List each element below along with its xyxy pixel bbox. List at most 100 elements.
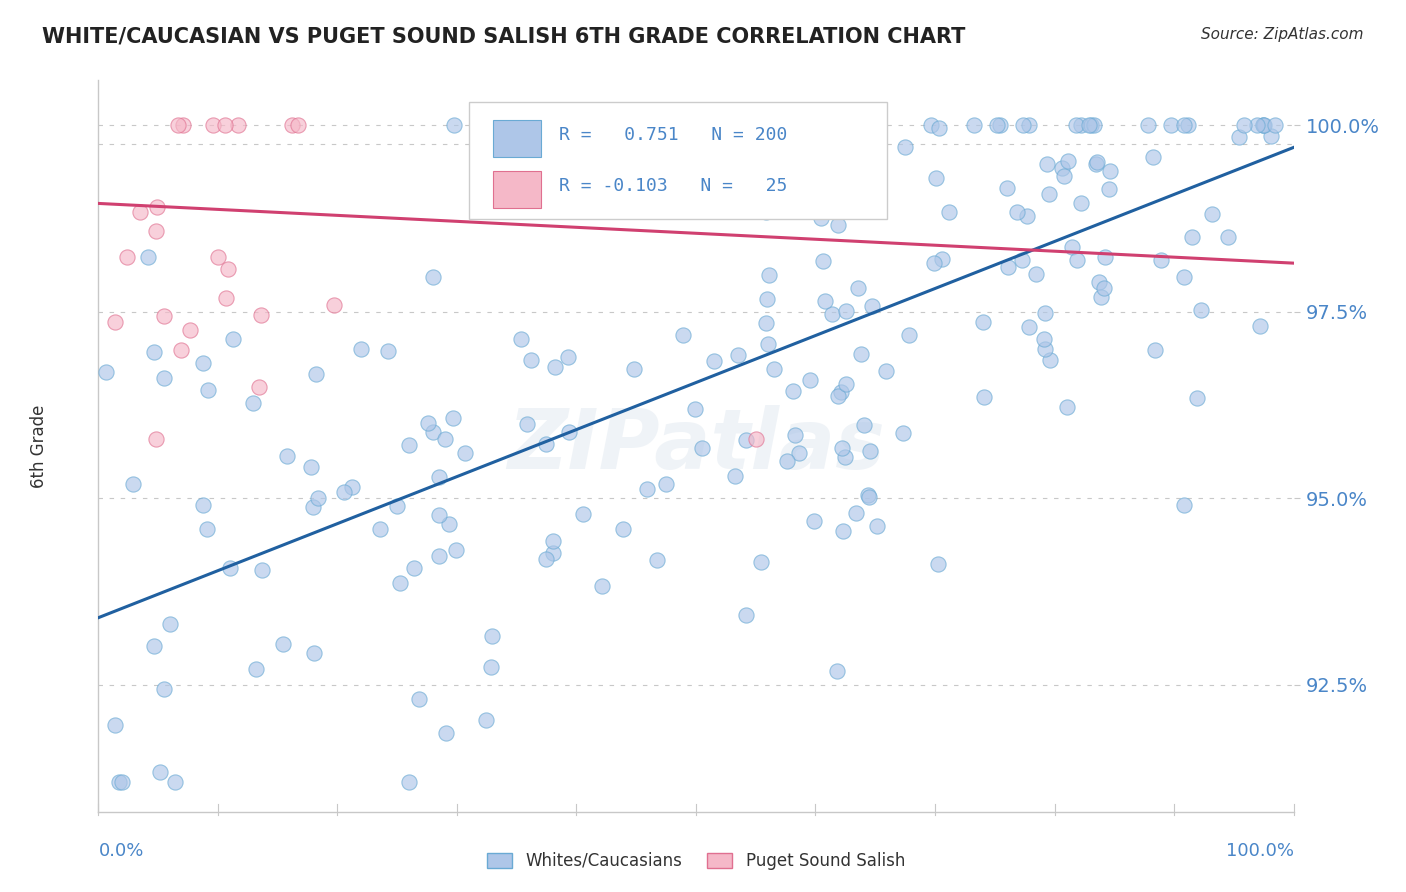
Point bbox=[557, 425, 579, 440]
Point bbox=[827, 218, 849, 232]
Point bbox=[776, 454, 799, 468]
Point bbox=[972, 315, 994, 329]
Point bbox=[422, 425, 444, 439]
Point bbox=[276, 450, 298, 464]
Point bbox=[1092, 281, 1115, 295]
Point bbox=[785, 427, 807, 442]
Point bbox=[1098, 182, 1121, 196]
Point bbox=[724, 469, 747, 483]
Point bbox=[938, 205, 960, 219]
Bar bbox=[494, 171, 541, 209]
Point bbox=[848, 118, 870, 132]
Point bbox=[1160, 118, 1182, 132]
Point bbox=[986, 118, 1008, 132]
Point bbox=[474, 713, 496, 727]
Point bbox=[647, 133, 669, 147]
Point bbox=[621, 138, 644, 153]
Point bbox=[152, 682, 174, 697]
Point bbox=[117, 250, 139, 264]
Point bbox=[104, 718, 127, 732]
Point bbox=[1090, 290, 1112, 304]
Point bbox=[1070, 195, 1092, 210]
Point bbox=[1018, 118, 1040, 132]
Point bbox=[830, 384, 852, 399]
Point bbox=[827, 665, 849, 679]
Text: 100.0%: 100.0% bbox=[1226, 841, 1294, 860]
Point bbox=[787, 446, 810, 460]
Point bbox=[222, 332, 245, 346]
Point bbox=[541, 546, 564, 560]
Point bbox=[534, 552, 557, 566]
Point bbox=[1142, 150, 1164, 164]
Point bbox=[1094, 250, 1116, 264]
Text: R =   0.751   N = 200: R = 0.751 N = 200 bbox=[558, 126, 787, 145]
Point bbox=[1181, 230, 1204, 244]
Point bbox=[860, 299, 883, 313]
Point bbox=[845, 506, 868, 520]
Point bbox=[727, 348, 749, 362]
Point bbox=[834, 450, 856, 464]
Point bbox=[1233, 118, 1256, 132]
Point bbox=[302, 500, 325, 515]
Text: 0.0%: 0.0% bbox=[98, 841, 143, 860]
Point bbox=[247, 380, 270, 394]
Point bbox=[1177, 118, 1199, 132]
Point bbox=[201, 118, 224, 132]
Point bbox=[894, 139, 917, 153]
Point bbox=[1099, 163, 1122, 178]
Point bbox=[1083, 118, 1105, 132]
Point bbox=[516, 417, 538, 431]
Point bbox=[749, 555, 772, 569]
Legend: Whites/Caucasians, Puget Sound Salish: Whites/Caucasians, Puget Sound Salish bbox=[481, 846, 911, 877]
Point bbox=[963, 118, 986, 132]
Point bbox=[1053, 169, 1076, 183]
Point bbox=[928, 121, 950, 136]
Point bbox=[388, 576, 411, 591]
Point bbox=[408, 692, 430, 706]
Point bbox=[111, 775, 134, 789]
Point bbox=[756, 292, 779, 306]
Point bbox=[217, 262, 239, 277]
Point bbox=[437, 516, 460, 531]
Point bbox=[811, 254, 834, 268]
Point bbox=[444, 543, 467, 558]
Point bbox=[322, 298, 344, 312]
Point bbox=[1251, 118, 1274, 132]
Point bbox=[612, 522, 634, 536]
Point bbox=[214, 118, 236, 132]
Point bbox=[427, 470, 450, 484]
Point bbox=[735, 607, 758, 622]
Point bbox=[271, 638, 294, 652]
Point bbox=[623, 361, 645, 376]
Point bbox=[849, 347, 872, 361]
Point bbox=[1251, 118, 1274, 132]
Point bbox=[191, 498, 214, 512]
Point bbox=[159, 617, 181, 632]
Text: R = -0.103   N =   25: R = -0.103 N = 25 bbox=[558, 178, 787, 195]
Bar bbox=[470, 103, 887, 219]
Point bbox=[891, 425, 914, 440]
Point bbox=[803, 514, 825, 528]
Point bbox=[875, 364, 897, 378]
Point bbox=[799, 373, 821, 387]
Point bbox=[377, 344, 399, 359]
Point bbox=[831, 441, 853, 455]
Point bbox=[858, 488, 880, 502]
Point bbox=[636, 482, 658, 496]
Point bbox=[427, 508, 450, 522]
Point bbox=[756, 336, 779, 351]
Point bbox=[1249, 319, 1271, 334]
Point bbox=[226, 118, 249, 132]
Point bbox=[299, 459, 322, 474]
Point bbox=[385, 500, 408, 514]
Point bbox=[634, 120, 657, 134]
Point bbox=[368, 523, 391, 537]
Point bbox=[747, 173, 769, 187]
Point bbox=[790, 202, 813, 217]
Point bbox=[846, 280, 869, 294]
Point bbox=[143, 345, 166, 359]
Point bbox=[1201, 207, 1223, 221]
Point bbox=[153, 309, 176, 323]
Point bbox=[848, 128, 870, 143]
Point bbox=[897, 328, 920, 343]
